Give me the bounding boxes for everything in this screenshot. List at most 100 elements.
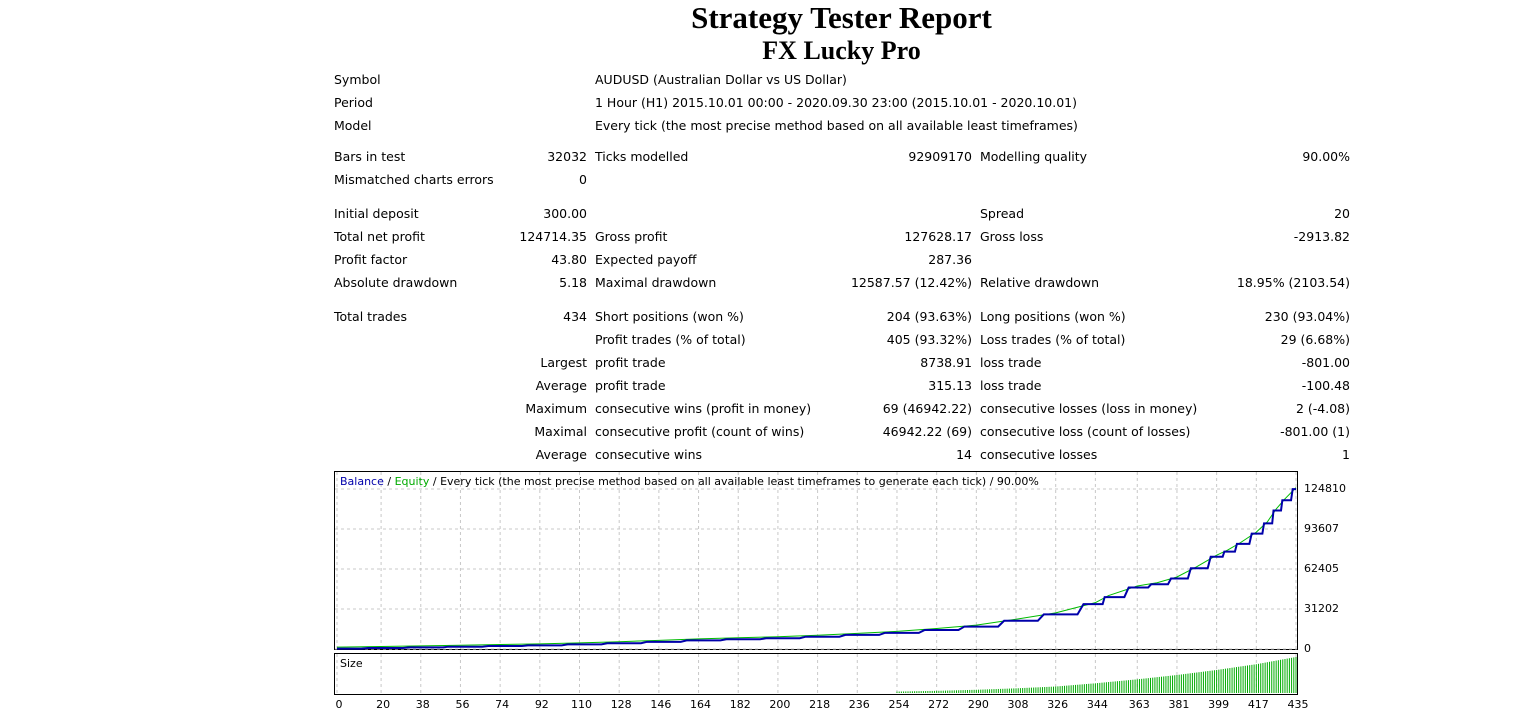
mismatch-value: 0 xyxy=(579,172,587,187)
symbol-value: AUDUSD (Australian Dollar vs US Dollar) xyxy=(595,72,847,87)
legend-balance: Balance xyxy=(340,475,384,488)
grossloss-label: Gross loss xyxy=(980,229,1044,244)
maximal-row: Maximal consecutive profit (count of win… xyxy=(0,420,1533,443)
x-tick-label: 254 xyxy=(888,698,910,711)
quality-value: 90.00% xyxy=(1302,149,1350,164)
largest-profit-label: profit trade xyxy=(595,355,666,370)
x-tick-label: 272 xyxy=(928,698,950,711)
y-tick-label: 62405 xyxy=(1304,562,1339,575)
largest-row: Largest profit trade 8738.91 loss trade … xyxy=(0,351,1533,374)
x-tick-label: 128 xyxy=(610,698,632,711)
legend-equity: Equity xyxy=(394,475,430,488)
ticks-label: Ticks modelled xyxy=(595,149,689,164)
payoff-label: Expected payoff xyxy=(595,252,697,267)
model-value: Every tick (the most precise method base… xyxy=(595,118,1078,133)
absdd-label: Absolute drawdown xyxy=(334,275,458,290)
maximal-loss-value: -801.00 (1) xyxy=(1280,424,1350,439)
x-tick-label: 182 xyxy=(729,698,751,711)
reldd-value: 18.95% (2103.54) xyxy=(1236,275,1350,290)
profitfactor-row: Profit factor 43.80 Expected payoff 287.… xyxy=(0,248,1533,271)
y-tick-label: 31202 xyxy=(1304,602,1339,615)
period-label: Period xyxy=(334,95,373,110)
y-tick-label: 124810 xyxy=(1304,482,1346,495)
avgcons-losses-label: consecutive losses xyxy=(980,447,1098,462)
deposit-row: Initial deposit 300.00 Spread 20 xyxy=(0,202,1533,225)
bars-row: Bars in test 32032 Ticks modelled 929091… xyxy=(0,145,1533,168)
x-tick-label: 200 xyxy=(769,698,791,711)
average-consecutive-row: Average consecutive wins 14 consecutive … xyxy=(0,443,1533,466)
report-subtitle: FX Lucky Pro xyxy=(762,36,921,65)
long-value: 230 (93.04%) xyxy=(1264,309,1350,324)
maximal-profit-label: consecutive profit (count of wins) xyxy=(595,424,805,439)
x-tick-label: 74 xyxy=(495,698,510,711)
bars-value: 32032 xyxy=(547,149,587,164)
drawdown-row: Absolute drawdown 5.18 Maximal drawdown … xyxy=(0,271,1533,294)
model-label: Model xyxy=(334,118,372,133)
maximum-wins-value: 69 (46942.22) xyxy=(882,401,972,416)
y-tick-label: 93607 xyxy=(1304,522,1339,535)
x-tick-label: 92 xyxy=(534,698,549,711)
x-tick-label: 308 xyxy=(1007,698,1029,711)
maximal-profit-value: 46942.22 (69) xyxy=(882,424,972,439)
netprofit-value: 124714.35 xyxy=(519,229,587,244)
grossprofit-label: Gross profit xyxy=(595,229,668,244)
ptrades-value: 405 (93.32%) xyxy=(886,332,972,347)
avgcons-wins-label: consecutive wins xyxy=(595,447,703,462)
grossloss-value: -2913.82 xyxy=(1293,229,1350,244)
mismatch-label: Mismatched charts errors xyxy=(334,172,494,187)
size-chart-label: Size xyxy=(340,657,363,670)
legend-description: / Every tick (the most precise method ba… xyxy=(429,475,1039,488)
x-tick-label: 218 xyxy=(809,698,831,711)
equity-line xyxy=(336,487,1297,648)
bars-label: Bars in test xyxy=(334,149,406,164)
report-title: Strategy Tester Report xyxy=(691,0,992,35)
maxdd-value: 12587.57 (12.42%) xyxy=(850,275,972,290)
legend-separator: / xyxy=(383,475,395,488)
mismatch-row: Mismatched charts errors 0 xyxy=(0,168,1533,191)
x-tick-label: 290 xyxy=(967,698,989,711)
largest-loss-value: -801.00 xyxy=(1301,355,1350,370)
avgcons-wins-value: 14 xyxy=(956,447,972,462)
x-tick-label: 417 xyxy=(1247,698,1269,711)
x-tick-label: 363 xyxy=(1128,698,1150,711)
short-value: 204 (93.63%) xyxy=(886,309,972,324)
quality-label: Modelling quality xyxy=(980,149,1088,164)
x-tick-label: 38 xyxy=(415,698,430,711)
avgcons-losses-value: 1 xyxy=(1342,447,1350,462)
maximal-loss-label: consecutive loss (count of losses) xyxy=(980,424,1191,439)
x-tick-label: 435 xyxy=(1287,698,1309,711)
trades-row: Total trades 434 Short positions (won %)… xyxy=(0,305,1533,328)
chart-legend: Balance / Equity / Every tick (the most … xyxy=(340,475,1039,489)
deposit-value: 300.00 xyxy=(543,206,587,221)
model-row: Model Every tick (the most precise metho… xyxy=(0,114,1533,137)
ticks-value: 92909170 xyxy=(908,149,972,164)
netprofit-row: Total net profit 124714.35 Gross profit … xyxy=(0,225,1533,248)
average-loss-label: loss trade xyxy=(980,378,1042,393)
absdd-value: 5.18 xyxy=(559,275,587,290)
average-profit-label: profit trade xyxy=(595,378,666,393)
grossprofit-value: 127628.17 xyxy=(904,229,972,244)
x-tick-label: 56 xyxy=(455,698,470,711)
profit-loss-trades-row: Profit trades (% of total) 405 (93.32%) … xyxy=(0,328,1533,351)
y-tick-label: 0 xyxy=(1304,642,1311,655)
payoff-value: 287.36 xyxy=(928,252,972,267)
maxdd-label: Maximal drawdown xyxy=(595,275,717,290)
x-tick-label: 326 xyxy=(1047,698,1069,711)
pf-label: Profit factor xyxy=(334,252,408,267)
ptrades-label: Profit trades (% of total) xyxy=(595,332,746,347)
x-tick-label: 236 xyxy=(848,698,870,711)
short-label: Short positions (won %) xyxy=(595,309,744,324)
average-loss-value: -100.48 xyxy=(1301,378,1350,393)
maximum-wins-label: consecutive wins (profit in money) xyxy=(595,401,812,416)
x-tick-label: 344 xyxy=(1086,698,1108,711)
size-chart xyxy=(334,653,1298,695)
x-tick-label: 20 xyxy=(376,698,391,711)
average-profit-value: 315.13 xyxy=(928,378,972,393)
average-row: Average profit trade 315.13 loss trade -… xyxy=(0,374,1533,397)
x-tick-label: 381 xyxy=(1168,698,1190,711)
average-label: Average xyxy=(535,378,587,393)
maximal-label: Maximal xyxy=(534,424,587,439)
balance-line xyxy=(337,488,1296,650)
long-label: Long positions (won %) xyxy=(980,309,1126,324)
